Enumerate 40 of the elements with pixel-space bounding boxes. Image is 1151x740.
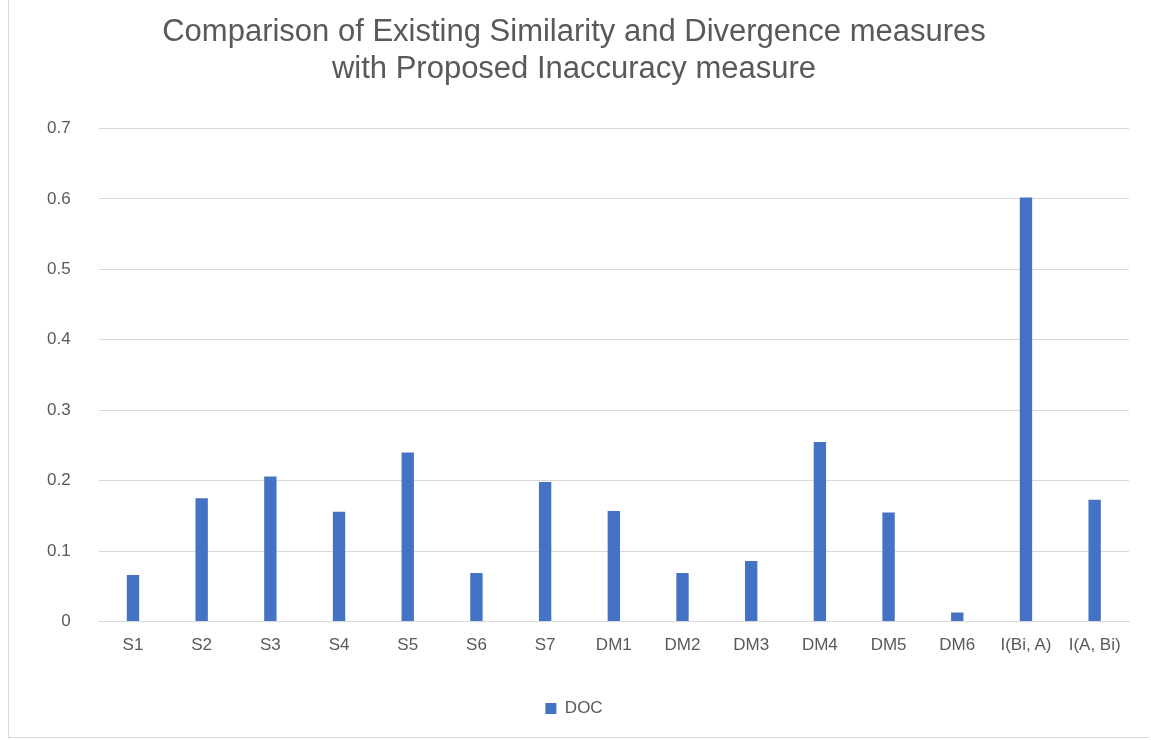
bar — [676, 572, 689, 622]
y-tick-label: 0.3 — [46, 399, 71, 419]
y-tick-label: 0.7 — [46, 118, 71, 138]
bar — [332, 511, 346, 622]
bar — [745, 561, 758, 622]
y-tick-label: 0.2 — [46, 470, 71, 490]
legend-label: DOC — [564, 698, 603, 718]
bar — [195, 498, 208, 622]
y-tick-label: 0.6 — [46, 188, 71, 208]
x-tick-label: S6 — [466, 635, 487, 655]
bar — [538, 482, 552, 622]
bar — [813, 441, 827, 622]
bar — [951, 612, 964, 622]
x-tick-label: I(A, Bi) — [1068, 635, 1121, 655]
bar — [401, 452, 414, 622]
bar — [1088, 499, 1101, 622]
x-tick-label: DM2 — [664, 635, 701, 655]
y-tick-label: 0.4 — [46, 329, 71, 349]
bar — [1019, 197, 1033, 622]
x-tick-label: DM4 — [801, 635, 838, 655]
x-tick-label: DM3 — [733, 635, 770, 655]
x-tick-label: S5 — [397, 635, 419, 655]
bar — [264, 476, 277, 622]
x-tick-label: S4 — [328, 635, 350, 655]
x-tick-label: S1 — [122, 635, 144, 655]
chart-title: Comparison of Existing Similarity and Divergence measures with Proposed Inaccuracy measure — [162, 13, 986, 86]
x-tick-label: S3 — [259, 635, 281, 655]
x-tick-label: S2 — [191, 635, 213, 655]
bar — [126, 575, 140, 622]
x-tick-label: S7 — [534, 635, 556, 655]
bar — [470, 572, 483, 622]
x-tick-label: DM5 — [870, 635, 907, 655]
bar — [607, 510, 620, 622]
x-tick-label: DM6 — [939, 635, 976, 655]
bar — [882, 512, 895, 622]
y-tick-label: 0.5 — [46, 259, 71, 278]
x-tick-label: I(Bi, A) — [1000, 635, 1052, 655]
y-tick-label: 0.1 — [46, 540, 71, 560]
x-tick-label: DM1 — [595, 635, 632, 655]
y-tick-label: 0 — [61, 611, 71, 631]
